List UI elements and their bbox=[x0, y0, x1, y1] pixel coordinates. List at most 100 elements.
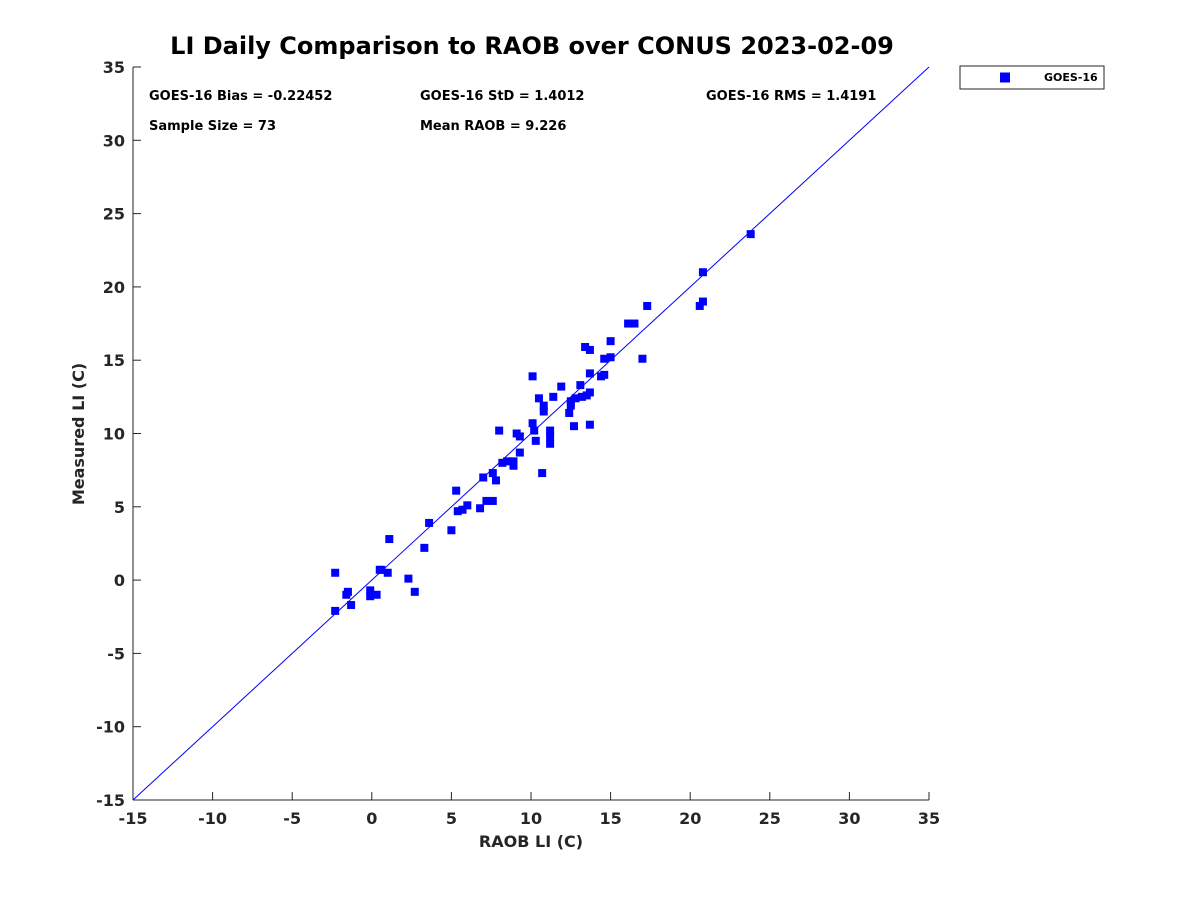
y-tick-label: -15 bbox=[96, 791, 125, 810]
x-tick-label: -5 bbox=[283, 809, 301, 828]
data-point bbox=[331, 606, 340, 615]
legend-box bbox=[959, 65, 1105, 90]
data-point bbox=[476, 504, 485, 513]
data-point bbox=[372, 590, 381, 599]
data-point bbox=[546, 432, 555, 441]
stat-rms: GOES-16 RMS = 1.4191 bbox=[706, 89, 876, 104]
data-point bbox=[488, 496, 497, 505]
y-tick-label: 30 bbox=[103, 131, 125, 150]
x-tick-label: 30 bbox=[838, 809, 860, 828]
stats-annotations: GOES-16 Bias = -0.22452 GOES-16 StD = 1.… bbox=[149, 89, 876, 134]
y-tick-label: 5 bbox=[114, 498, 125, 517]
scatter-points bbox=[331, 230, 755, 615]
data-point bbox=[600, 354, 609, 363]
y-tick-label: -5 bbox=[107, 644, 125, 663]
y-tick-label: 15 bbox=[103, 351, 125, 370]
y-ticks: -15 -10 -5 0 5 10 15 20 25 30 35 bbox=[96, 58, 141, 810]
data-point bbox=[539, 401, 548, 410]
data-point bbox=[698, 268, 707, 277]
data-point bbox=[498, 458, 507, 467]
data-point bbox=[577, 392, 586, 401]
data-point bbox=[453, 507, 462, 516]
y-tick-label: 25 bbox=[103, 205, 125, 224]
y-tick-label: 35 bbox=[103, 58, 125, 77]
data-point bbox=[482, 496, 491, 505]
data-point bbox=[343, 587, 352, 596]
data-point bbox=[385, 535, 394, 544]
data-point bbox=[624, 319, 633, 328]
data-point bbox=[452, 486, 461, 495]
stat-sample-size: Sample Size = 73 bbox=[149, 119, 276, 134]
y-tick-label: 10 bbox=[103, 425, 125, 444]
x-tick-label: 20 bbox=[679, 809, 701, 828]
legend-marker-square-icon bbox=[1000, 72, 1010, 83]
data-point bbox=[698, 297, 707, 306]
data-point bbox=[447, 526, 456, 535]
data-point bbox=[566, 401, 575, 410]
stat-std: GOES-16 StD = 1.4012 bbox=[420, 89, 584, 104]
data-point bbox=[585, 345, 594, 354]
chart-title: LI Daily Comparison to RAOB over CONUS 2… bbox=[170, 32, 894, 60]
data-point bbox=[581, 343, 590, 352]
data-point bbox=[509, 457, 518, 466]
data-point bbox=[366, 592, 375, 601]
data-point bbox=[585, 369, 594, 378]
data-point bbox=[606, 337, 615, 346]
data-point bbox=[606, 353, 615, 362]
data-point bbox=[557, 382, 566, 391]
x-tick-label: 10 bbox=[520, 809, 542, 828]
data-point bbox=[347, 601, 356, 610]
x-tick-label: -10 bbox=[198, 809, 227, 828]
data-point bbox=[565, 408, 574, 417]
legend: GOES-16 bbox=[959, 65, 1105, 90]
data-point bbox=[539, 407, 548, 416]
data-point bbox=[488, 469, 497, 478]
data-point bbox=[383, 568, 392, 577]
x-tick-label: 0 bbox=[366, 809, 377, 828]
y-axis-label: Measured LI (C) bbox=[69, 363, 88, 505]
data-point bbox=[528, 372, 537, 381]
data-point bbox=[528, 419, 537, 428]
data-point bbox=[366, 586, 375, 595]
x-tick-label: -15 bbox=[119, 809, 148, 828]
data-point bbox=[515, 448, 524, 457]
stat-mean-raob: Mean RAOB = 9.226 bbox=[420, 119, 566, 134]
data-point bbox=[585, 388, 594, 397]
data-point bbox=[643, 301, 652, 310]
stat-bias: GOES-16 Bias = -0.22452 bbox=[149, 89, 332, 104]
legend-label: GOES-16 bbox=[1044, 71, 1098, 84]
data-point bbox=[746, 230, 755, 239]
data-point bbox=[571, 394, 580, 403]
data-point bbox=[515, 432, 524, 441]
data-point bbox=[549, 392, 558, 401]
data-point bbox=[546, 439, 555, 448]
data-point bbox=[509, 461, 518, 470]
y-tick-label: -10 bbox=[96, 718, 125, 737]
data-point bbox=[410, 587, 419, 596]
data-point bbox=[538, 469, 547, 478]
y-tick-label: 20 bbox=[103, 278, 125, 297]
x-ticks: -15 -10 -5 0 5 10 15 20 25 30 35 bbox=[119, 792, 940, 828]
data-point bbox=[458, 505, 467, 514]
data-point bbox=[534, 394, 543, 403]
data-point bbox=[377, 565, 386, 574]
data-point bbox=[331, 568, 340, 577]
data-point bbox=[530, 426, 539, 435]
data-point bbox=[585, 420, 594, 429]
data-point bbox=[479, 473, 488, 482]
data-point bbox=[404, 574, 413, 583]
data-point bbox=[566, 397, 575, 406]
data-point bbox=[546, 426, 555, 435]
data-point bbox=[630, 319, 639, 328]
y-tick-label: 0 bbox=[114, 571, 125, 590]
data-point bbox=[503, 457, 512, 466]
x-tick-label: 15 bbox=[599, 809, 621, 828]
x-tick-label: 35 bbox=[918, 809, 940, 828]
data-point bbox=[491, 476, 500, 485]
data-point bbox=[569, 422, 578, 431]
data-point bbox=[695, 301, 704, 310]
x-axis-label: RAOB LI (C) bbox=[479, 832, 583, 851]
x-tick-label: 25 bbox=[759, 809, 781, 828]
